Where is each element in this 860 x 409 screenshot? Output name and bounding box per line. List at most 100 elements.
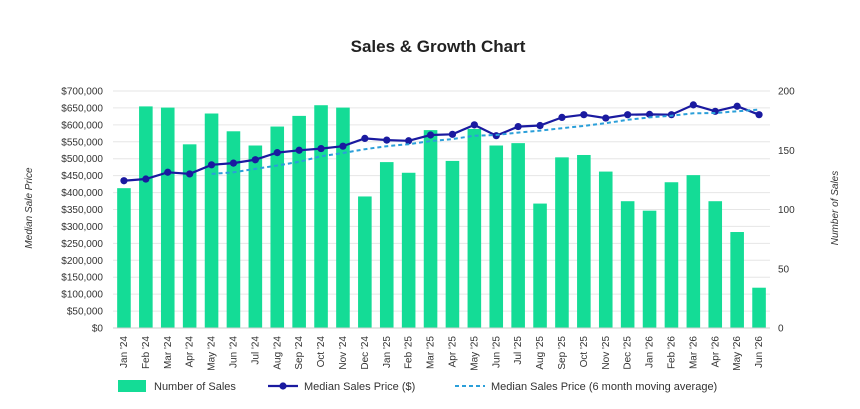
bar <box>511 143 525 328</box>
x-tick-label: Dec '24 <box>360 336 371 370</box>
median-price-point <box>142 175 150 183</box>
median-price-point <box>164 168 172 176</box>
x-tick-label: Nov '24 <box>338 336 349 370</box>
x-tick-label: May '25 <box>469 336 480 371</box>
left-tick-label: $450,000 <box>61 171 103 182</box>
median-price-point <box>558 113 566 122</box>
legend-swatch-marker <box>279 382 287 390</box>
left-tick-label: $300,000 <box>61 222 103 233</box>
bar <box>708 201 723 328</box>
left-axis-title: Median Sale Price <box>24 167 35 249</box>
median-price-point <box>624 111 632 119</box>
median-price-point <box>755 111 763 119</box>
median-price-point <box>120 177 128 185</box>
median-price-point <box>470 121 478 129</box>
median-price-point <box>229 159 238 167</box>
x-tick-label: Sep '25 <box>557 336 568 370</box>
median-price-point <box>361 134 369 142</box>
left-tick-label: $550,000 <box>61 137 103 148</box>
x-tick-label: Mar '26 <box>688 336 699 369</box>
legend-label: Number of Sales <box>154 381 236 393</box>
median-price-point <box>689 101 697 109</box>
bar <box>445 160 460 328</box>
legend-label: Median Sales Price ($) <box>304 381 415 393</box>
left-tick-label: $250,000 <box>61 239 103 250</box>
bar <box>401 172 416 328</box>
x-tick-label: Apr '25 <box>447 336 458 368</box>
median-price-point <box>295 146 303 154</box>
bar <box>577 154 591 328</box>
median-price-point <box>405 137 413 145</box>
median-price-point <box>317 144 325 153</box>
median-price-point <box>645 110 654 118</box>
median-price-point <box>536 121 544 130</box>
bar <box>336 107 350 328</box>
x-tick-label: Jan '26 <box>645 336 656 368</box>
x-tick-label: Sep '24 <box>294 336 305 370</box>
moving-average-line <box>211 108 760 175</box>
median-price-point <box>426 131 435 139</box>
bar <box>160 107 175 328</box>
x-tick-label: Aug '25 <box>535 336 546 370</box>
x-tick-label: Nov '25 <box>601 336 612 370</box>
x-tick-label: Jun '24 <box>228 336 239 368</box>
left-tick-label: $600,000 <box>61 120 103 131</box>
median-price-point <box>514 122 522 131</box>
x-tick-label: Feb '26 <box>666 336 677 369</box>
bar <box>117 188 131 328</box>
median-price-point <box>733 102 741 110</box>
right-tick-label: 100 <box>778 205 795 216</box>
left-tick-label: $100,000 <box>61 290 103 301</box>
x-tick-label: Apr '24 <box>185 336 196 368</box>
median-price-point <box>448 130 457 138</box>
x-tick-label: Apr '26 <box>710 336 721 368</box>
bar <box>270 126 285 328</box>
median-price-point <box>207 161 216 169</box>
x-tick-label: Oct '25 <box>579 336 590 368</box>
bar <box>379 162 394 328</box>
bar <box>489 145 504 328</box>
x-tick-label: Oct '24 <box>316 336 327 368</box>
right-tick-label: 50 <box>778 264 790 275</box>
x-tick-label: Aug '24 <box>272 336 283 370</box>
bar <box>686 175 701 328</box>
bar <box>423 130 438 328</box>
bar <box>730 232 744 328</box>
bar <box>752 287 766 328</box>
left-axis: $0 $50,000 $100,000 $150,000 $200,000 $250,00… <box>61 87 103 335</box>
left-tick-label: $500,000 <box>61 154 103 165</box>
x-tick-label: Mar '24 <box>163 336 174 369</box>
bar <box>620 201 635 328</box>
x-tick-label: Jan '25 <box>382 336 393 368</box>
left-tick-label: $150,000 <box>61 273 103 284</box>
left-tick-label: $700,000 <box>61 87 103 98</box>
right-tick-label: 200 <box>778 87 795 98</box>
median-price-point <box>273 149 281 157</box>
right-tick-label: 150 <box>778 146 795 157</box>
bar <box>139 106 153 328</box>
legend: Number of Sales Median Sales Price ($) Med… <box>118 380 717 393</box>
x-tick-label: Feb '25 <box>404 336 415 369</box>
right-axis: 0 50 100 150 200 <box>778 87 795 335</box>
x-axis: Jan '24 Feb '24 Mar '24 Apr '24 May '24 Jun '… <box>113 327 770 371</box>
x-tick-label: Jul '25 <box>513 336 524 365</box>
median-price-point <box>339 142 347 150</box>
left-tick-label: $650,000 <box>61 103 103 114</box>
x-tick-label: Jul '24 <box>250 336 261 365</box>
line-series <box>120 101 763 185</box>
x-tick-label: Dec '25 <box>623 336 634 370</box>
x-tick-label: Jun '26 <box>754 336 765 368</box>
median-price-point <box>383 136 391 144</box>
x-tick-label: Jan '24 <box>119 336 130 368</box>
bar <box>555 157 569 328</box>
gridlines <box>113 90 770 329</box>
bar <box>204 113 219 328</box>
median-price-point <box>186 170 194 178</box>
x-tick-label: Jun '25 <box>491 336 502 368</box>
bar <box>292 115 306 328</box>
left-tick-label: $200,000 <box>61 256 103 267</box>
bar <box>664 182 679 328</box>
legend-label: Median Sales Price (6 month moving avera… <box>491 381 717 393</box>
bar <box>598 171 613 328</box>
